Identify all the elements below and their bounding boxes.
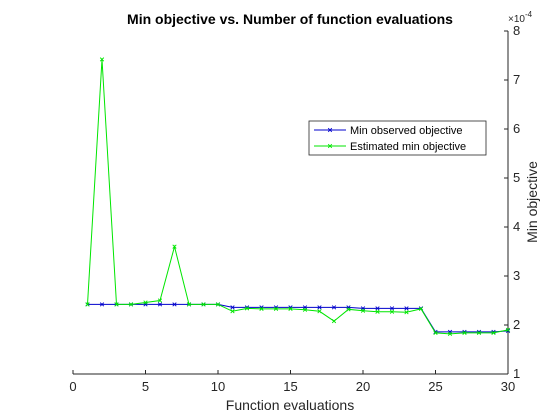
x-axis-label: Function evaluations (226, 397, 354, 413)
x-tick-label: 20 (356, 379, 370, 394)
y-tick-label: 5 (513, 170, 520, 185)
series-2-point (172, 244, 177, 249)
series-2-point (201, 302, 206, 307)
series-2-point (331, 318, 337, 324)
series-1-point (230, 305, 235, 310)
series-2-point (447, 331, 453, 336)
series-1-point (404, 306, 409, 311)
y-axis-label: Min objective (524, 161, 540, 243)
series-2-point (244, 306, 250, 311)
axes: 0 5 10 15 20 25 301 2 3 4 5 6 7 8 (69, 23, 520, 394)
legend: Min observed objective Estimated min obje… (308, 120, 487, 156)
series-1-point (157, 302, 163, 307)
series-2-point (230, 309, 235, 314)
series-2-point (462, 330, 467, 335)
series-2-point (360, 308, 366, 313)
y-tick-label: 7 (513, 72, 520, 87)
series-1-point (317, 305, 322, 310)
series-2-point (186, 302, 192, 307)
x-tick-label: 15 (283, 379, 297, 394)
x-tick-label: 0 (69, 379, 76, 394)
series-2-point (215, 302, 221, 307)
series-1-point (389, 306, 395, 311)
series-line-1 (87, 303, 509, 333)
x-tick-label: 10 (211, 379, 225, 394)
y-tick-label: 2 (513, 317, 520, 332)
y-tick-label: 3 (513, 268, 520, 283)
series-line-2 (87, 59, 509, 335)
series-2-point (114, 302, 119, 307)
legend-label-1: Min observed objective (350, 125, 463, 137)
y-exponent-power: -4 (525, 10, 533, 19)
series-2-point (375, 309, 380, 314)
series-1-point (99, 302, 105, 307)
x-tick-label: 25 (428, 379, 442, 394)
series-2-point (288, 306, 293, 311)
series-1-point (375, 306, 380, 311)
x-tick-label: 30 (501, 379, 515, 394)
series-2-point (157, 298, 163, 303)
series-2-point (259, 306, 264, 311)
series-2-point (491, 330, 496, 335)
series-2-point (128, 302, 134, 307)
y-tick-label: 4 (513, 219, 520, 234)
y-exponent-label: ×10-4 (508, 10, 533, 25)
series-2-point (505, 327, 511, 333)
plot-series (85, 57, 511, 336)
chart-title: Min objective vs. Number of function eva… (127, 11, 453, 27)
series-2-point (389, 309, 395, 314)
legend-label-2: Estimated min objective (350, 141, 466, 153)
y-tick-label: 1 (513, 366, 520, 381)
series-2-point (433, 330, 438, 335)
series-1-point (331, 305, 337, 310)
legend-box (308, 120, 487, 156)
series-1-point (172, 302, 177, 307)
series-2-point (317, 309, 322, 314)
series-2-point (418, 306, 424, 311)
series-2-point (346, 307, 351, 312)
series-2-point (85, 302, 90, 307)
x-tick-label: 5 (142, 379, 149, 394)
series-2-point (143, 300, 148, 305)
series-2-point (404, 310, 409, 315)
series-2-point (302, 307, 308, 312)
y-tick-label: 6 (513, 121, 520, 136)
series-2-point (476, 330, 482, 335)
series-2-point (273, 306, 279, 311)
y-tick-label: 8 (513, 23, 520, 38)
series-2-point (99, 57, 105, 62)
